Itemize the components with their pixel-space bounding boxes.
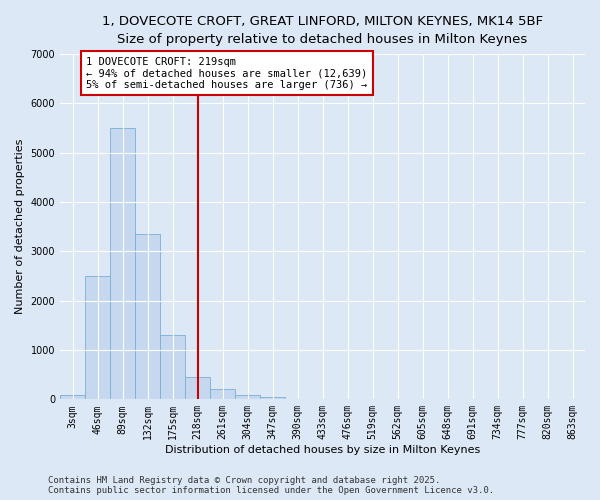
Bar bbox=[185, 376, 210, 400]
Bar bbox=[210, 389, 235, 400]
Bar bbox=[85, 276, 110, 400]
Bar bbox=[135, 234, 160, 400]
Title: 1, DOVECOTE CROFT, GREAT LINFORD, MILTON KEYNES, MK14 5BF
Size of property relat: 1, DOVECOTE CROFT, GREAT LINFORD, MILTON… bbox=[102, 15, 543, 46]
Bar bbox=[110, 128, 135, 400]
Text: Contains HM Land Registry data © Crown copyright and database right 2025.
Contai: Contains HM Land Registry data © Crown c… bbox=[48, 476, 494, 495]
X-axis label: Distribution of detached houses by size in Milton Keynes: Distribution of detached houses by size … bbox=[165, 445, 480, 455]
Bar bbox=[235, 395, 260, 400]
Bar bbox=[160, 335, 185, 400]
Bar bbox=[260, 396, 285, 400]
Y-axis label: Number of detached properties: Number of detached properties bbox=[15, 139, 25, 314]
Text: 1 DOVECOTE CROFT: 219sqm
← 94% of detached houses are smaller (12,639)
5% of sem: 1 DOVECOTE CROFT: 219sqm ← 94% of detach… bbox=[86, 56, 368, 90]
Bar bbox=[60, 395, 85, 400]
